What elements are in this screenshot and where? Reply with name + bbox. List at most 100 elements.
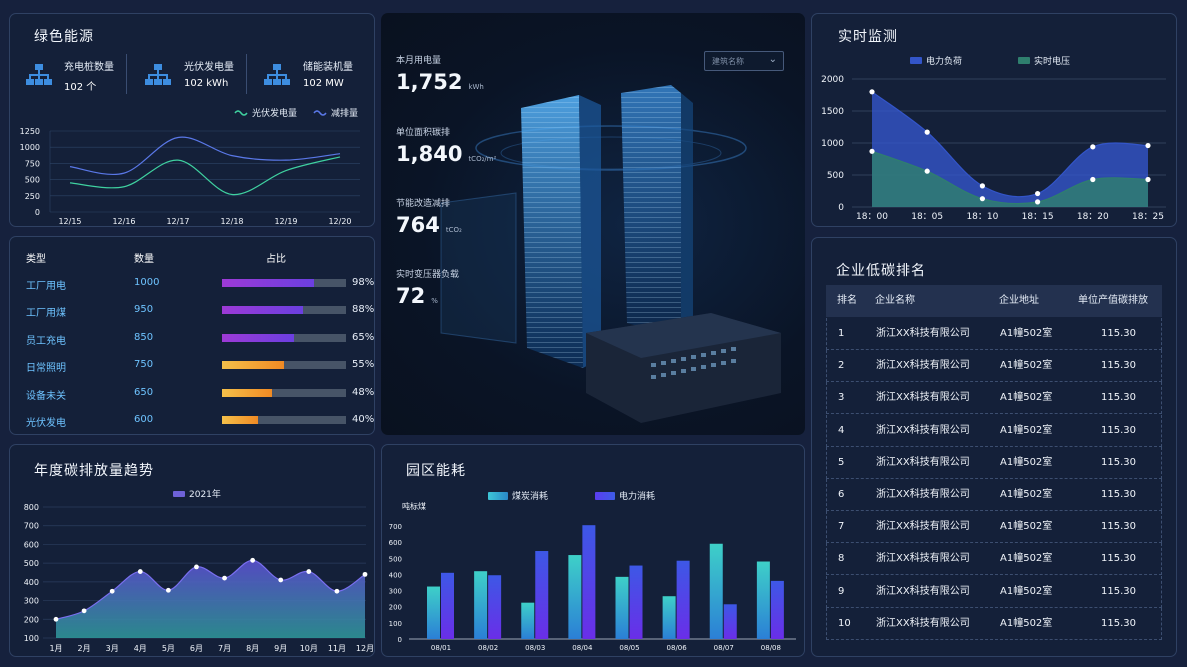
coal-bar — [615, 576, 629, 639]
usage-ratio-fill — [222, 279, 314, 287]
company-name-cell: 浙江XX科技有限公司 — [876, 424, 970, 436]
y-tick-label: 600 — [389, 539, 402, 547]
usage-type: 光伏发电 — [26, 418, 66, 429]
emission-cell: 115.30 — [1101, 392, 1136, 404]
address-cell: A1幢502室 — [1000, 456, 1053, 468]
emission-cell: 115.30 — [1101, 328, 1136, 339]
data-point — [306, 569, 312, 574]
metric-number: 764 — [396, 213, 440, 237]
park-energy-panel: 园区能耗 煤炭消耗 电力消耗 吨标煤 0 100 200 300 400 500 600 70… — [381, 444, 805, 657]
metric-label-retrofit: 节能改造减排 — [396, 199, 451, 209]
x-tick-label: 2月 — [78, 644, 91, 653]
coal-bar — [756, 561, 770, 639]
y-tick-label: 250 — [25, 192, 40, 201]
y-tick-label: 1000 — [20, 143, 40, 152]
legend-label: 光伏发电量 — [252, 109, 298, 119]
x-tick-label: 12/17 — [166, 217, 189, 226]
metric-unit: tCO₂ — [445, 226, 462, 234]
series-line — [55, 559, 366, 620]
table-row[interactable]: 2 浙江XX科技有限公司 A1幢502室 115.30 — [826, 350, 1162, 383]
usage-ratio-bar — [222, 416, 346, 424]
emission-cell: 115.30 — [1101, 521, 1136, 533]
panel-title: 企业低碳排名 — [836, 263, 926, 279]
table-row[interactable]: 6 浙江XX科技有限公司 A1幢502室 115.30 — [826, 479, 1162, 511]
y-tick-label: 600 — [24, 540, 39, 549]
series-line — [871, 150, 1149, 205]
x-tick-label: 18：20 — [1077, 212, 1109, 222]
emission-cell: 115.30 — [1101, 424, 1136, 436]
table-row[interactable]: 10 浙江XX科技有限公司 A1幢502室 115.30 — [826, 607, 1162, 640]
usage-type: 工厂用煤 — [26, 308, 66, 320]
building-select-dropdown[interactable]: 建筑名称 ⌄ — [704, 51, 784, 71]
metric-label-transformer: 实时变压器负载 — [396, 270, 460, 280]
data-point — [979, 196, 985, 202]
power-bar — [582, 525, 596, 639]
table-row[interactable]: 1 浙江XX科技有限公司 A1幢502室 115.30 — [826, 318, 1162, 350]
y-tick-label: 100 — [24, 634, 39, 643]
rank-cell: 4 — [838, 424, 845, 436]
building-3d-panel: 建筑名称 ⌄ — [381, 13, 805, 435]
legend-label: 实时电压 — [1034, 57, 1071, 67]
x-tick-label: 12/15 — [58, 217, 81, 226]
usage-ratio-fill — [222, 361, 284, 370]
coal-bar — [427, 586, 440, 639]
usage-type: 设备未关 — [26, 390, 66, 402]
table-row[interactable]: 4 浙江XX科技有限公司 A1幢502室 115.30 — [826, 414, 1162, 447]
kpi-divider — [246, 54, 247, 94]
table-row[interactable]: 9 浙江XX科技有限公司 A1幢502室 115.30 — [826, 575, 1162, 608]
y-tick-label: 300 — [389, 588, 402, 596]
usage-pct: 48% — [352, 386, 375, 398]
usage-pct: 40% — [352, 414, 375, 425]
x-tick-label: 12/20 — [328, 217, 351, 226]
company-name-cell: 浙江XX科技有限公司 — [876, 585, 970, 597]
legend-label: 减排量 — [331, 109, 359, 119]
usage-count: 650 — [134, 386, 154, 398]
company-name-cell: 浙江XX科技有限公司 — [876, 360, 970, 372]
emission-cell: 115.30 — [1101, 585, 1136, 597]
address-cell: A1幢502室 — [1000, 585, 1053, 597]
data-point — [334, 588, 340, 594]
metric-unit: kWh — [468, 83, 484, 91]
usage-count: 750 — [134, 359, 154, 371]
usage-ratio-fill — [222, 416, 258, 424]
legend-swatch — [910, 57, 922, 64]
data-point — [1145, 176, 1151, 183]
legend-swatch — [1018, 57, 1030, 64]
table-row[interactable]: 7 浙江XX科技有限公司 A1幢502室 115.30 — [826, 511, 1162, 544]
x-tick-label: 08/03 — [525, 644, 545, 652]
emission-cell: 115.30 — [1101, 489, 1136, 500]
metric-unit: tCO₂/m² — [468, 155, 497, 163]
park-bar-chart: 0 100 200 300 400 500 600 700 08/01 08/02 08/03 08/… — [389, 523, 796, 652]
usage-ratio-bar — [222, 361, 346, 370]
green-energy-panel: 绿色能源 充电桩数量 102 个 光伏发电量 102 kWh 储能装机量 102… — [9, 13, 375, 227]
x-tick-label: 18：05 — [911, 212, 943, 222]
y-tick-label: 800 — [24, 503, 39, 512]
address-cell: A1幢502室 — [1000, 489, 1053, 500]
series-area — [56, 560, 365, 638]
company-name-cell: 浙江XX科技有限公司 — [876, 392, 970, 404]
table-row[interactable]: 5 浙江XX科技有限公司 A1幢502室 115.30 — [826, 446, 1162, 479]
x-tick-label: 4月 — [134, 644, 147, 653]
rank-cell: 5 — [838, 456, 845, 468]
x-tick-label: 08/04 — [572, 644, 593, 652]
emission-cell: 115.30 — [1101, 553, 1136, 565]
ranking-header-address: 企业地址 — [999, 295, 1039, 306]
y-tick-label: 200 — [389, 604, 402, 612]
table-row[interactable]: 8 浙江XX科技有限公司 A1幢502室 115.30 — [826, 543, 1162, 576]
power-bar — [629, 565, 643, 639]
address-cell: A1幢502室 — [1000, 392, 1053, 404]
usage-ratio-bar — [222, 279, 346, 287]
company-name-cell: 浙江XX科技有限公司 — [876, 617, 970, 629]
metric-number: 72 — [396, 284, 426, 308]
kpi-label-pv: 光伏发电量 — [184, 62, 234, 73]
ranking-table-header: 排名 企业名称 企业地址 单位产值碳排放 — [826, 285, 1162, 317]
usage-row: 员工充电 850 65% — [10, 329, 374, 349]
legend-swatch — [173, 490, 185, 497]
network-icon — [145, 64, 171, 85]
y-tick-label: 0 — [398, 636, 402, 644]
x-tick-label: 7月 — [218, 644, 231, 653]
table-row[interactable]: 3 浙江XX科技有限公司 A1幢502室 115.30 — [826, 382, 1162, 415]
metric-label-area-carbon: 单位面积碳排 — [396, 128, 451, 138]
data-point — [924, 168, 930, 174]
rank-cell: 8 — [838, 553, 845, 565]
